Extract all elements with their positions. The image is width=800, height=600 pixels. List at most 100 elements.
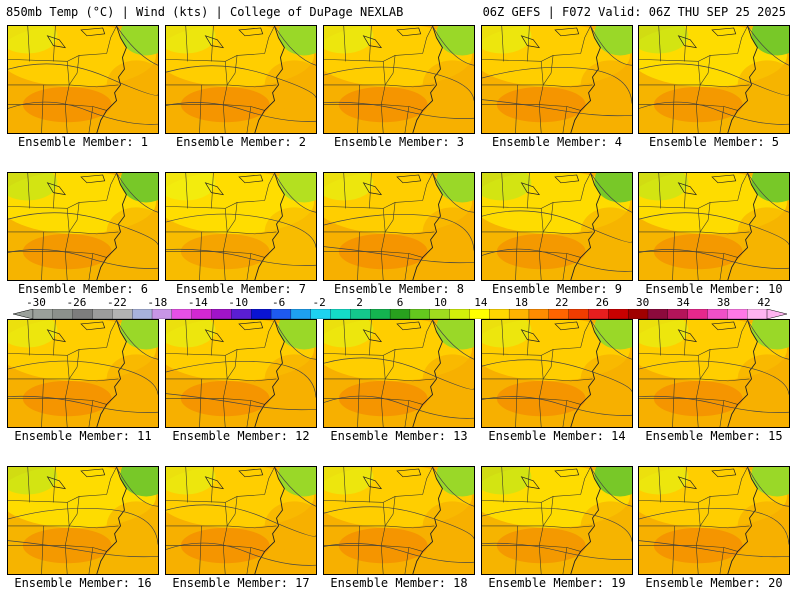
header-right-title: 06Z GEFS | F072 Valid: 06Z THU SEP 25 20… [482,5,786,19]
ensemble-map-panel [481,319,633,428]
temperature-map [166,173,316,280]
temperature-map [324,467,474,574]
colorbar-tick-label: -2 [312,296,326,309]
temperature-map [166,26,316,133]
temperature-colorbar [13,309,787,319]
colorbar-segment [588,309,609,319]
temperature-map [166,320,316,427]
temperature-map [324,26,474,133]
header-left-title: 850mb Temp (°C) | Wind (kts) | College o… [6,5,404,19]
ensemble-member-label: Ensemble Member: 16 [14,576,152,590]
colorbar-segment [92,309,114,319]
colorbar-segment [489,309,510,319]
ensemble-member-label: Ensemble Member: 19 [488,576,626,590]
ensemble-map-panel [165,319,317,428]
colorbar-segment [211,309,233,319]
colorbar-tick-label: -26 [66,296,87,309]
ensemble-map-panel [323,172,475,281]
colorbar-segment [32,309,54,319]
colorbar-segment [568,309,590,319]
colorbar-segment [548,309,570,319]
colorbar-tick-label: 18 [514,296,528,309]
ensemble-member-label: Ensemble Member: 14 [488,429,626,443]
colorbar-tick-label: -14 [187,296,208,309]
colorbar-tick-label: 14 [474,296,488,309]
ensemble-member-label: Ensemble Member: 15 [645,429,783,443]
ensemble-map-panel [638,319,790,428]
temperature-map [324,173,474,280]
colorbar-tick-label: 34 [676,296,690,309]
ensemble-map-panel [165,25,317,134]
temperature-map [324,320,474,427]
colorbar-segment [370,309,391,319]
ensemble-member-label: Ensemble Member: 9 [491,282,623,296]
colorbar-segment [608,309,629,319]
ensemble-map-panel [481,25,633,134]
ensemble-map-panel [481,466,633,575]
colorbar-segment [171,309,193,319]
colorbar-tick-label: 38 [716,296,731,309]
colorbar-segment [647,309,669,319]
ensemble-map-panel [323,25,475,134]
colorbar-tick-label: 26 [595,296,609,309]
ensemble-map-panel [638,466,790,575]
colorbar-segment [389,309,411,319]
ensemble-member-label: Ensemble Member: 11 [14,429,152,443]
temperature-map [639,173,789,280]
temperature-map [8,173,158,280]
ensemble-map-panel [7,466,159,575]
ensemble-member-label: Ensemble Member: 2 [175,135,307,149]
colorbar-segment [112,309,133,319]
colorbar-segment [151,309,173,319]
ensemble-map-panel [165,172,317,281]
colorbar-segment [231,309,252,319]
colorbar-tick-label: 2 [356,296,363,309]
colorbar-segment [350,309,371,319]
ensemble-map-panel [323,466,475,575]
colorbar-tick-label: -10 [228,296,249,309]
ensemble-map-panel [7,25,159,134]
colorbar-tick-label: -30 [26,296,46,309]
ensemble-member-label: Ensemble Member: 6 [17,282,149,296]
colorbar-segment [449,309,471,319]
colorbar-segment [330,309,352,319]
colorbar-segment [469,309,490,319]
colorbar-min-arrow [13,309,34,319]
temperature-map [639,320,789,427]
colorbar-segment [251,309,272,319]
ensemble-map-panel [7,172,159,281]
temperature-map [639,467,789,574]
ensemble-member-label: Ensemble Member: 20 [645,576,783,590]
colorbar-tick-labels: -30 -26 -22 -18 -14 -10 -6 -2 2 6 10 14 18 22 26 30 34 38… [0,296,800,310]
colorbar-tick-label: 42 [757,296,771,309]
ensemble-member-label: Ensemble Member: 7 [175,282,307,296]
ensemble-map-panel [638,25,790,134]
ensemble-map-panel [7,319,159,428]
ensemble-member-label: Ensemble Member: 1 [17,135,149,149]
ensemble-member-label: Ensemble Member: 4 [491,135,623,149]
ensemble-member-label: Ensemble Member: 18 [330,576,468,590]
colorbar-segment [508,309,530,319]
colorbar-segment [52,309,74,319]
ensemble-member-label: Ensemble Member: 3 [333,135,465,149]
colorbar-segment [290,309,312,319]
colorbar-segment [409,309,431,319]
temperature-map [8,320,158,427]
colorbar-segment [72,309,94,319]
temperature-map [482,26,632,133]
colorbar-segment [727,309,748,319]
temperature-map [166,467,316,574]
colorbar-segment [132,309,153,319]
colorbar-segment [747,309,768,319]
ensemble-map-panel [165,466,317,575]
colorbar-tick-label: -22 [106,296,127,309]
colorbar-segment [687,309,709,319]
colorbar-segment [667,309,689,319]
ensemble-member-label: Ensemble Member: 5 [648,135,780,149]
colorbar-max-arrow [766,309,787,319]
ensemble-member-label: Ensemble Member: 10 [645,282,783,296]
colorbar-tick-label: 6 [396,296,404,309]
ensemble-map-panel [638,172,790,281]
colorbar-tick-label: 10 [433,296,448,309]
temperature-map [639,26,789,133]
